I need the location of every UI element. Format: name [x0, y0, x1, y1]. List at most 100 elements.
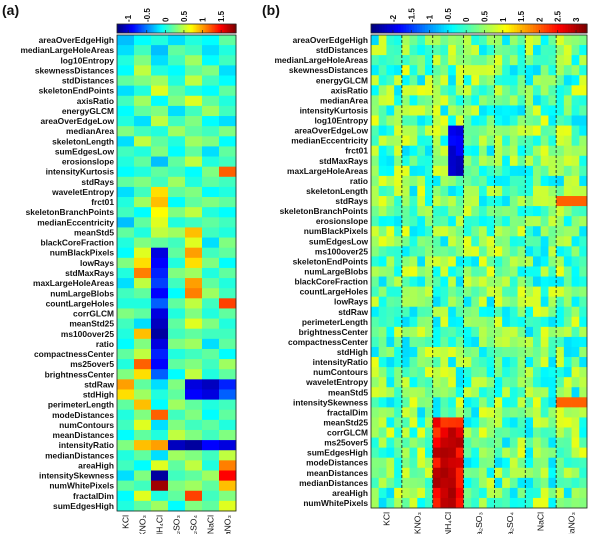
- heatmap-b-cell: [533, 206, 542, 217]
- heatmap-b-cell: [371, 467, 380, 479]
- heatmap-a-cell: [219, 278, 237, 289]
- heatmap-a-cell: [117, 278, 135, 289]
- heatmap-b-cell: [579, 55, 588, 66]
- heatmap-b-cell: [556, 55, 565, 66]
- heatmap-b-cell: [378, 427, 387, 438]
- heatmap-b-cell: [432, 185, 441, 197]
- heatmap-b-cell: [502, 276, 511, 287]
- heatmap-a-cell: [134, 369, 152, 380]
- heatmap-b-cell: [425, 226, 434, 237]
- heatmap-b-cell: [448, 286, 457, 298]
- heatmap-b-cell: [502, 165, 511, 177]
- heatmap-b-cell: [509, 35, 518, 46]
- heatmap-b-cell: [502, 236, 511, 247]
- heatmap-b-cell: [378, 497, 387, 509]
- heatmap-b-cell: [463, 125, 472, 137]
- heatmap-b-cell: [579, 387, 588, 398]
- heatmap-b-cell: [463, 105, 472, 116]
- heatmap-b-cell: [471, 316, 480, 328]
- heatmap-b-cell: [463, 357, 472, 368]
- heatmap-b-cell: [463, 306, 472, 318]
- heatmap-b-cell: [371, 447, 380, 459]
- heatmap-b-cell: [455, 75, 464, 86]
- heatmap-a-cell: [202, 197, 220, 208]
- heatmap-a-cell: [117, 55, 135, 66]
- heatmap-b-cell: [579, 95, 588, 106]
- heatmap-b-cell: [463, 196, 472, 207]
- heatmap-b-cell: [371, 95, 380, 106]
- column-labels-b: KCl KNO₃ NH₄Cl Na₂SO₃ Na₂SO₄ NaCl NaNO₃: [381, 512, 576, 534]
- heatmap-b-cell: [386, 266, 395, 277]
- heatmap-b-cell: [409, 45, 418, 56]
- heatmap-b-cell: [540, 427, 549, 438]
- heatmap-b-cell: [517, 95, 526, 106]
- b-colorbar-segment: [422, 24, 426, 33]
- heatmap-b-cell: [409, 336, 418, 348]
- heatmap-b-cell: [563, 407, 572, 418]
- heatmap-b-cell: [509, 135, 518, 147]
- heatmap-a-cell: [219, 247, 237, 259]
- heatmap-b-cell: [548, 266, 557, 277]
- heatmap-b-cell: [533, 477, 542, 489]
- heatmap-b-cell: [378, 306, 387, 318]
- heatmap-b-cell: [401, 417, 410, 428]
- heatmap-b-cell: [463, 296, 472, 308]
- b-row-label: ms25over5: [324, 438, 368, 448]
- heatmap-a-cell: [134, 490, 152, 502]
- heatmap-b-cell: [409, 276, 418, 287]
- heatmap-b-cell: [563, 65, 572, 76]
- b-colorbar-segment: [489, 24, 494, 33]
- heatmap-b-cell: [479, 55, 488, 66]
- heatmap-a-cell: [168, 328, 186, 340]
- b-colorbar-segment: [578, 24, 583, 33]
- heatmap-b-cell: [378, 125, 387, 137]
- heatmap-b-cell: [494, 367, 503, 378]
- heatmap-b-cell: [417, 95, 426, 106]
- heatmap-b-cell: [401, 45, 410, 56]
- a-row-label: frct01: [91, 197, 114, 207]
- heatmap-b-cell: [579, 105, 588, 116]
- heatmap-b-cell: [432, 336, 441, 348]
- heatmap-b-cell: [371, 185, 380, 197]
- heatmap-b-cell: [579, 447, 588, 459]
- heatmap-b-cell: [533, 387, 542, 398]
- heatmap-b-cell: [378, 487, 387, 499]
- heatmap-a-cell: [117, 116, 135, 127]
- heatmap-a-cell: [134, 429, 152, 441]
- heatmap-b-cell: [563, 155, 572, 167]
- heatmap-b-cell: [479, 276, 488, 287]
- heatmap-a-cell: [117, 95, 135, 107]
- heatmap-b-cell: [533, 75, 542, 86]
- heatmap-b-cell: [548, 346, 557, 358]
- heatmap-b-cell: [425, 256, 434, 267]
- b-colorbar-segment: [570, 24, 575, 33]
- heatmap-b-cell: [563, 226, 572, 237]
- a-row-label: medianDistances: [45, 450, 114, 460]
- heatmap-b-cell: [471, 417, 480, 428]
- heatmap-b-cell: [556, 246, 565, 257]
- heatmap-b-cell: [548, 236, 557, 247]
- heatmap-a-cell: [219, 440, 237, 451]
- heatmap-b-cell: [509, 276, 518, 287]
- a-colorbar-segment: [158, 24, 161, 33]
- a-row-label: axisRatio: [77, 96, 114, 106]
- a-colorbar-segment: [175, 24, 178, 33]
- heatmap-b-cell: [425, 367, 434, 378]
- b-row-label: maxLargeHoleAreas: [287, 166, 368, 176]
- heatmap-a-cell: [185, 186, 203, 198]
- heatmap-b-cell: [471, 115, 480, 126]
- heatmap-b-cell: [463, 457, 472, 469]
- a-colorbar-segment: [188, 24, 191, 33]
- heatmap-b-cell: [378, 45, 387, 56]
- a-colorbar-segment: [219, 24, 222, 33]
- heatmap-b-cell: [386, 45, 395, 56]
- heatmap-b-cell: [378, 387, 387, 398]
- heatmap-a-cell: [219, 136, 237, 147]
- heatmap-a-cell: [219, 480, 237, 492]
- heatmap-b-cell: [563, 487, 572, 499]
- heatmap-b-cell: [432, 55, 441, 66]
- heatmap-b-cell: [525, 326, 534, 338]
- heatmap-a-cell: [185, 257, 203, 269]
- heatmap-b-cell: [548, 296, 557, 308]
- heatmap-b-cell: [571, 85, 580, 96]
